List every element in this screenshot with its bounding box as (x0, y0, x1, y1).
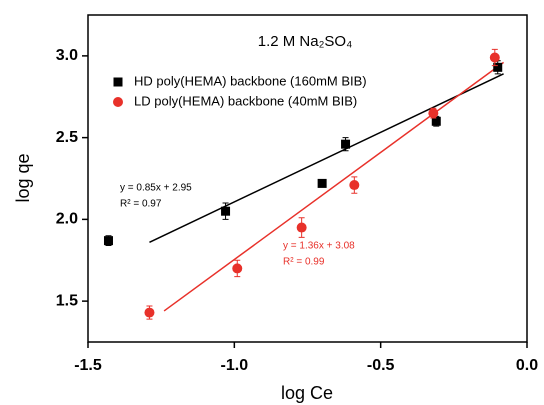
fit-r2: R² = 0.97 (120, 199, 162, 210)
fit-line (163, 61, 505, 312)
data-point (144, 307, 155, 318)
fit-equation: y = 0.85x + 2.95 (120, 183, 192, 194)
x-tick-label: 0.0 (516, 357, 538, 374)
legend-marker (113, 97, 123, 107)
x-tick-label: -1.5 (74, 357, 102, 374)
data-point (232, 263, 243, 274)
x-tick-label: -0.5 (367, 357, 395, 374)
fit-equation: y = 1.36x + 3.08 (283, 241, 355, 252)
data-point (317, 178, 327, 188)
legend-label: HD poly(HEMA) backbone (160mM BIB) (134, 73, 367, 88)
y-tick-label: 3.0 (56, 47, 78, 64)
y-tick-label: 2.0 (56, 211, 78, 228)
fit-r2: R² = 0.99 (283, 257, 325, 268)
y-tick-label: 2.5 (56, 129, 78, 146)
data-point (431, 116, 441, 126)
x-tick-label: -1.0 (221, 357, 249, 374)
data-point (489, 52, 500, 63)
data-point (493, 62, 503, 72)
data-point (428, 108, 439, 119)
legend-marker (113, 77, 123, 87)
data-point (221, 206, 231, 216)
x-axis-label: log Ce (281, 383, 333, 403)
data-point (296, 222, 307, 233)
data-point (103, 236, 113, 246)
y-tick-label: 1.5 (56, 292, 78, 309)
plot-frame (87, 14, 528, 343)
fit-line (149, 73, 504, 243)
chart-title: 1.2 M Na₂SO₄ (258, 33, 352, 50)
data-point (341, 139, 351, 149)
y-axis-label: log qe (13, 153, 33, 202)
legend-label: LD poly(HEMA) backbone (40mM BIB) (134, 93, 357, 108)
data-point (349, 180, 360, 191)
